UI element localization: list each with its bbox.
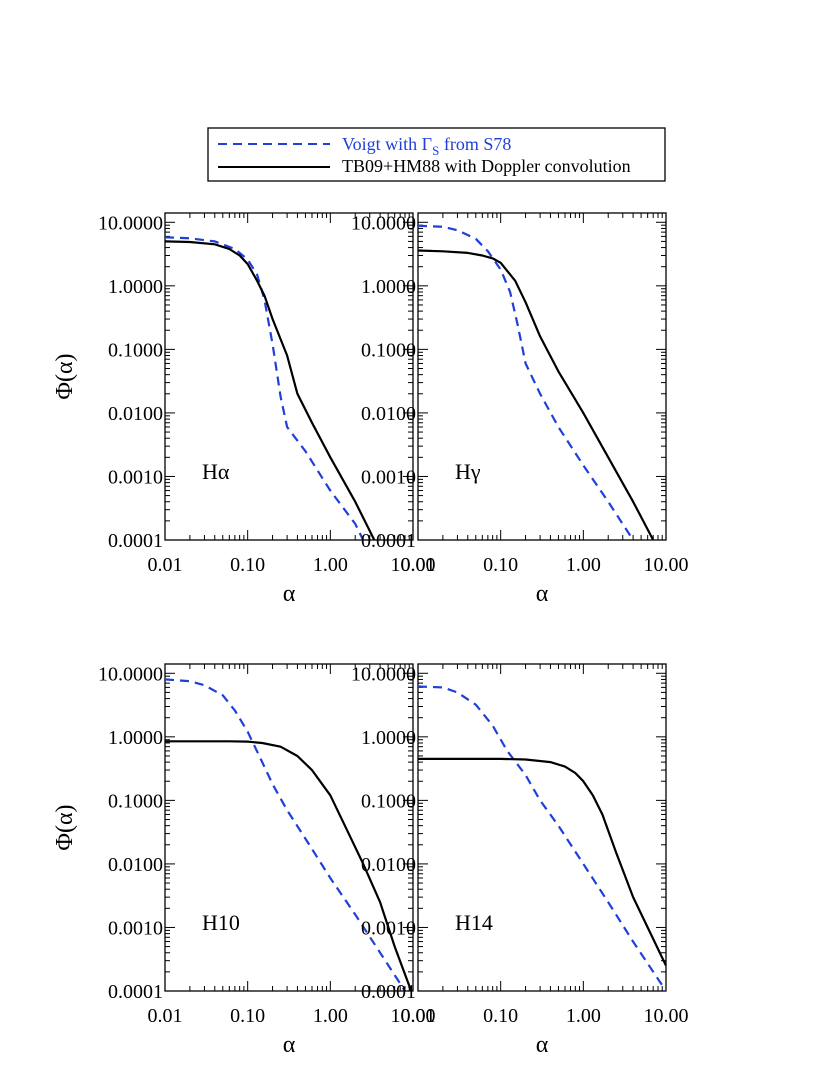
panel-2: 0.01 0.10 1.00 10.000.00010.00100.01000.100… — [351, 212, 689, 607]
panel-2-x-tick-label: 0.10 — [483, 554, 518, 576]
panel-4: 0.01 0.10 1.00 10.000.00010.00100.01000.100… — [351, 663, 689, 1058]
legend-voigt-sub: S — [432, 143, 439, 158]
panel-1-y-tick-label: 0.0100 — [108, 403, 163, 425]
legend: Voigt with ΓS from S78 TB09+HM88 with Do… — [207, 127, 666, 182]
panel-1-frame — [164, 212, 414, 541]
panel-1: 0.01 0.10 1.00 10.000.00010.00100.01000.100… — [52, 212, 436, 607]
panel-3-y-tick-label: 1.0000 — [108, 727, 163, 749]
panel-3-x-tick-label: 0.10 — [230, 1005, 265, 1027]
panel-3-y-tick-label: 0.0010 — [108, 917, 163, 939]
panel-3-frame — [164, 663, 414, 992]
panel-1-x-axis-label: α — [283, 581, 296, 607]
panel-3-x-axis-label: α — [283, 1032, 296, 1058]
panel-3-y-tick-label: 10.0000 — [98, 663, 163, 685]
panel-2-y-tick-label: 0.0100 — [361, 403, 416, 425]
panel-3-x-tick-label: 10.00 — [391, 1005, 436, 1027]
panel-1-y-tick-label: 1.0000 — [108, 276, 163, 298]
legend-voigt-suffix: from S78 — [439, 134, 511, 154]
panel-4-x-tick-label: 1.00 — [566, 1005, 601, 1027]
legend-tb09-label: TB09+HM88 with Doppler convolution — [342, 156, 631, 176]
panel-2-label: Hγ — [455, 459, 481, 484]
panel-4-y-tick-label: 0.0001 — [361, 981, 416, 1003]
panel-3-label: H10 — [202, 910, 240, 935]
panels: 0.01 0.10 1.00 10.000.00010.00100.01000.100… — [52, 212, 689, 1058]
panel-4-voigt-line — [418, 685, 666, 991]
panel-4-y-tick-label: 0.0010 — [361, 917, 416, 939]
panel-1-y-axis-label: Φ(α) — [52, 353, 78, 399]
panel-4-tb09-line — [418, 757, 666, 967]
panel-4-y-tick-label: 0.1000 — [361, 790, 416, 812]
panel-2-y-tick-label: 0.1000 — [361, 339, 416, 361]
panel-3-y-tick-label: 0.0001 — [108, 981, 163, 1003]
panel-2-x-tick-label: 1.00 — [566, 554, 601, 576]
panel-1-tb09-line — [165, 240, 376, 540]
panel-1-y-tick-label: 0.0001 — [108, 530, 163, 552]
panel-4-y-tick-label: 0.0100 — [361, 854, 416, 876]
panel-2-y-tick-label: 10.0000 — [351, 212, 416, 234]
panel-3-y-tick-label: 0.1000 — [108, 790, 163, 812]
panel-1-x-tick-label: 0.10 — [230, 554, 265, 576]
panel-2-y-tick-label: 0.0001 — [361, 530, 416, 552]
panel-2-y-tick-label: 0.0010 — [361, 466, 416, 488]
panel-3-x-tick-label: 1.00 — [313, 1005, 348, 1027]
panel-2-x-axis-label: α — [536, 581, 549, 607]
panel-4-label: H14 — [455, 910, 493, 935]
panel-2-x-tick-label: 10.00 — [644, 554, 689, 576]
panel-3-x-tick-label: 0.01 — [148, 1005, 183, 1027]
panel-3: 0.01 0.10 1.00 10.000.00010.00100.01000.100… — [52, 663, 436, 1058]
panel-2-x-tick-label: 0.01 — [401, 554, 436, 576]
panel-4-x-axis-label: α — [536, 1032, 549, 1058]
panel-2-tb09-line — [418, 249, 655, 540]
panel-2-frame — [417, 212, 667, 541]
panel-1-x-tick-label: 1.00 — [313, 554, 348, 576]
panel-1-label: Hα — [202, 459, 230, 484]
panel-1-voigt-line — [165, 236, 365, 540]
legend-voigt-label: Voigt with ΓS from S78 — [342, 134, 511, 158]
legend-voigt-text: Voigt with Γ — [342, 134, 432, 154]
panel-3-y-tick-label: 0.0100 — [108, 854, 163, 876]
panel-2-voigt-line — [418, 224, 635, 540]
panel-4-x-tick-label: 10.00 — [644, 1005, 689, 1027]
panel-1-x-tick-label: 10.00 — [391, 554, 436, 576]
panel-3-y-axis-label: Φ(α) — [52, 804, 78, 850]
panel-3-tb09-line — [165, 740, 413, 991]
legend-frame — [207, 127, 666, 182]
panel-4-y-tick-label: 10.0000 — [351, 663, 416, 685]
panel-4-x-tick-label: 0.01 — [401, 1005, 436, 1027]
panel-2-y-tick-label: 1.0000 — [361, 276, 416, 298]
panel-3-voigt-line — [165, 678, 406, 991]
panel-4-x-tick-label: 0.10 — [483, 1005, 518, 1027]
panel-4-frame — [417, 663, 667, 992]
panel-1-y-tick-label: 0.0010 — [108, 466, 163, 488]
panel-1-y-tick-label: 10.0000 — [98, 212, 163, 234]
panel-1-x-tick-label: 0.01 — [148, 554, 183, 576]
panel-1-y-tick-label: 0.1000 — [108, 339, 163, 361]
panel-4-y-tick-label: 1.0000 — [361, 727, 416, 749]
